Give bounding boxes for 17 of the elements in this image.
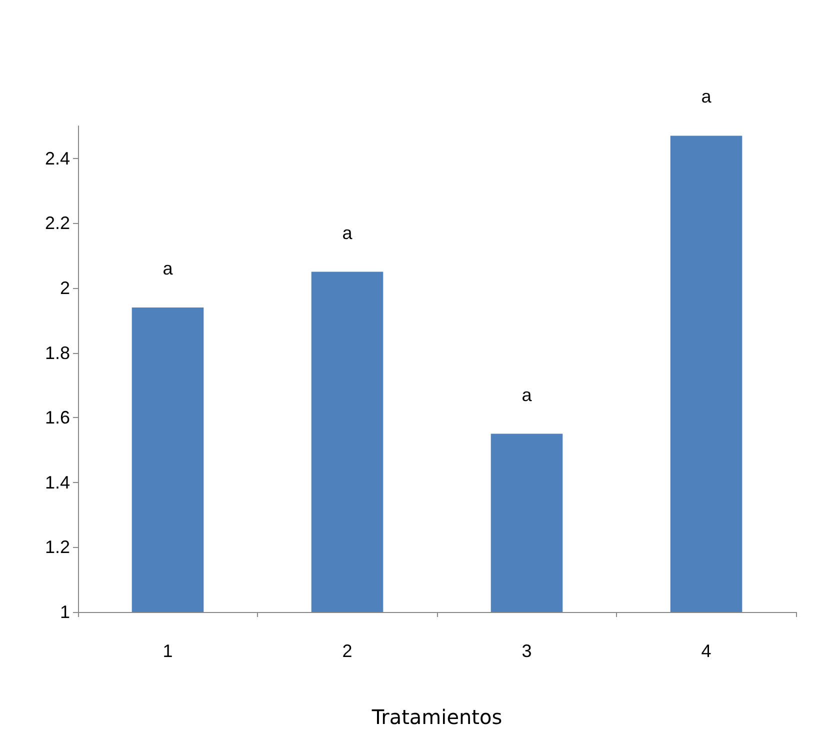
text: a <box>701 86 712 107</box>
y-tick-label: 2 <box>60 278 70 298</box>
y-tick-label: 1.6 <box>44 408 70 428</box>
annotation: a <box>522 384 533 405</box>
x-axis-title: Tratamientos <box>370 705 502 729</box>
y-tick-label: 2.4 <box>44 148 70 168</box>
annotation: a <box>342 222 354 243</box>
x-tick-label: 1 <box>162 641 173 661</box>
y-tick-label: 1.8 <box>44 342 70 363</box>
y-tick-label: 2.2 <box>44 213 70 234</box>
x-tick-label: 3 <box>522 641 532 661</box>
x-tick-label: 4 <box>701 641 712 661</box>
annotation: a <box>162 258 174 278</box>
x-tick-label: 2 <box>342 641 352 661</box>
y-tick-label: 1.2 <box>44 537 70 558</box>
y-tick-label: 1 <box>60 602 70 622</box>
y-tick-label: 1.4 <box>44 472 70 492</box>
